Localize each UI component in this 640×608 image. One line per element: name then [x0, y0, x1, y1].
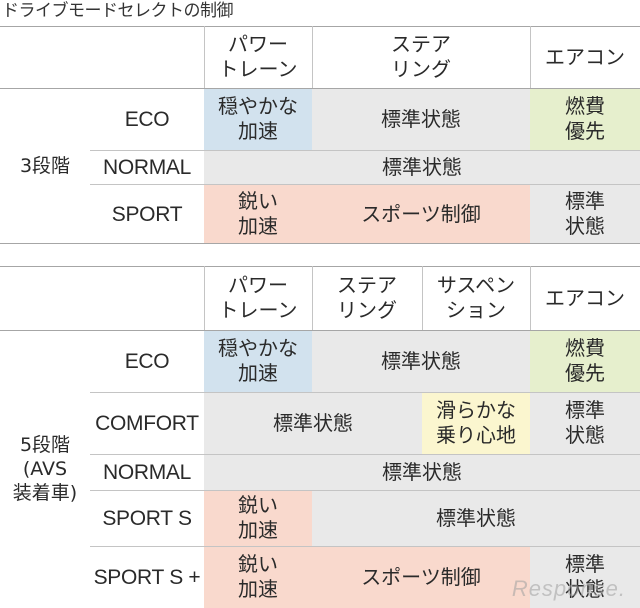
table-border-top [0, 26, 640, 27]
eco-powertrain-cell: 穏やかな 加速 [204, 330, 312, 392]
table-3-mode: パワー トレーン ステア リング エアコン 3段階 ECO 穏やかな 加速 標準… [0, 26, 640, 244]
sport-steering-cell: スポーツ制御 [312, 184, 530, 244]
comfort-suspension-cell: 滑らかな 乗り心地 [422, 392, 530, 454]
header-aircon: エアコン [530, 26, 640, 88]
sport-s-powertrain-cell: 鋭い 加速 [204, 490, 312, 546]
comfort-powertrain-steering-cell: 標準状態 [204, 392, 422, 454]
header-aircon: エアコン [530, 266, 640, 330]
row-divider [90, 184, 640, 185]
mode-sport-s-plus: SPORT S + [93, 565, 201, 589]
sport-aircon-cell: 標準 状態 [530, 184, 640, 244]
row-divider [90, 546, 640, 547]
sport-s-plus-steering-suspension-cell: スポーツ制御 [312, 546, 530, 608]
column-divider [312, 26, 313, 88]
column-divider [204, 266, 205, 330]
sport-s-plus-aircon-cell: 標準 状態 [530, 546, 640, 608]
row-divider [90, 150, 640, 151]
row-divider [90, 490, 640, 491]
comfort-aircon-cell: 標準 状態 [530, 392, 640, 454]
page-title: ドライブモードセレクトの制御 [2, 1, 234, 21]
mode-normal: NORMAL [102, 460, 192, 484]
column-divider [312, 266, 313, 330]
sport-powertrain-cell: 鋭い 加速 [204, 184, 312, 244]
sport-s-plus-powertrain-cell: 鋭い 加速 [204, 546, 312, 608]
header-steering: ステア リング [312, 266, 422, 330]
header-divider [0, 330, 640, 331]
column-divider [204, 26, 205, 88]
group-label-3-mode: 3段階 [19, 155, 71, 177]
row-divider [90, 454, 640, 455]
header-powertrain: パワー トレーン [204, 26, 312, 88]
header-divider [0, 88, 640, 89]
normal-all-cell: 標準状態 [204, 150, 640, 184]
table-5-mode: パワー トレーン ステア リング サスペン ション エアコン 5段階 (AVS … [0, 266, 640, 608]
mode-sport-s: SPORT S [102, 506, 192, 530]
header-powertrain: パワー トレーン [204, 266, 312, 330]
sport-s-rest-cell: 標準状態 [312, 490, 640, 546]
normal-all-cell: 標準状態 [204, 454, 640, 490]
mode-eco: ECO [124, 107, 170, 131]
column-divider [530, 26, 531, 88]
row-divider [90, 392, 640, 393]
group-label-5-mode: 5段階 (AVS 装着車) [12, 434, 78, 504]
eco-aircon-cell: 燃費 優先 [530, 88, 640, 150]
table-border-bottom [0, 243, 640, 244]
eco-steering-suspension-cell: 標準状態 [312, 330, 530, 392]
column-divider [422, 266, 423, 330]
mode-eco: ECO [124, 349, 170, 373]
mode-comfort: COMFORT [95, 411, 199, 435]
header-steering: ステア リング [312, 26, 530, 88]
column-divider [530, 266, 531, 330]
table-border-top [0, 266, 640, 267]
eco-steering-cell: 標準状態 [312, 88, 530, 150]
mode-normal: NORMAL [102, 155, 192, 179]
header-suspension: サスペン ション [422, 266, 530, 330]
mode-sport: SPORT [111, 202, 183, 226]
eco-aircon-cell: 燃費 優先 [530, 330, 640, 392]
eco-powertrain-cell: 穏やかな 加速 [204, 88, 312, 150]
watermark-logo: Response. [511, 576, 626, 601]
